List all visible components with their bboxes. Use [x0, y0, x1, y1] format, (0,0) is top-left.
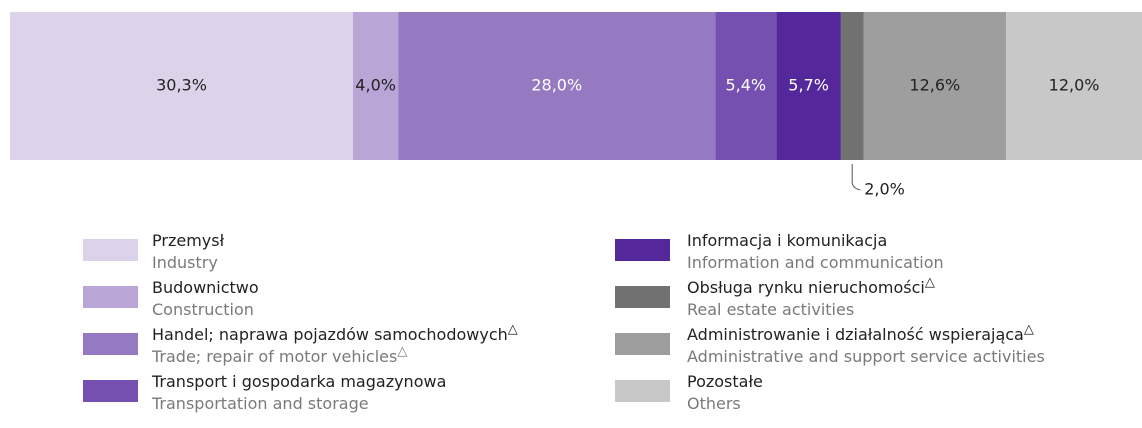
legend-name-text: Pozostałe — [687, 372, 763, 391]
legend-subname: Real estate activities — [687, 300, 854, 319]
legend-name-mark: △ — [1024, 322, 1034, 337]
legend-name: Informacja i komunikacja — [687, 231, 887, 250]
value-label: 28,0% — [531, 76, 582, 95]
value-label: 5,7% — [788, 76, 829, 95]
bar-segment — [1006, 12, 1142, 160]
legend-subname: Trade; repair of motor vehicles△ — [151, 344, 407, 366]
value-label: 5,4% — [725, 76, 766, 95]
legend-name: Handel; naprawa pojazdów samochodowych△ — [152, 322, 518, 344]
legend-name-text: Transport i gospodarka magazynowa — [151, 372, 446, 391]
value-label: 4,0% — [355, 76, 396, 95]
legend-name-text: Budownictwo — [152, 278, 259, 297]
legend-subname: Industry — [152, 253, 218, 272]
legend-swatch — [83, 239, 138, 261]
legend-name: Pozostałe — [687, 372, 763, 391]
legend-swatch — [615, 333, 670, 355]
legend-name-text: Obsługa rynku nieruchomości — [687, 278, 925, 297]
legend-swatch — [83, 286, 138, 308]
legend-swatch — [615, 380, 670, 402]
legend-swatch — [83, 380, 138, 402]
legend-subname: Administrative and support service activ… — [687, 347, 1045, 366]
legend-subname-text: Construction — [152, 300, 254, 319]
bar-segment — [776, 12, 841, 160]
legend-subname-text: Real estate activities — [687, 300, 854, 319]
legend-name-text: Informacja i komunikacja — [687, 231, 887, 250]
legend-name: Przemysł — [152, 231, 225, 250]
legend-subname-text: Information and communication — [687, 253, 944, 272]
legend-subname: Construction — [152, 300, 254, 319]
legend-subname: Information and communication — [687, 253, 944, 272]
legend-subname-text: Transportation and storage — [151, 394, 369, 413]
leader-line — [851, 164, 861, 191]
value-label: 12,6% — [909, 76, 960, 95]
legend-subname-text: Administrative and support service activ… — [687, 347, 1045, 366]
legend-name: Obsługa rynku nieruchomości△ — [687, 275, 935, 297]
bar-segment — [840, 12, 864, 160]
value-label: 2,0% — [864, 180, 905, 199]
legend-subname-mark: △ — [397, 344, 407, 359]
legend-name-mark: △ — [508, 322, 518, 337]
bar-segment — [10, 12, 353, 160]
legend-swatch — [83, 333, 138, 355]
value-label: 12,0% — [1049, 76, 1100, 95]
bar-segment — [863, 12, 1007, 160]
bar-segment — [352, 12, 399, 160]
legend-name-text: Handel; naprawa pojazdów samochodowych — [152, 325, 508, 344]
legend-subname: Others — [687, 394, 741, 413]
legend-name-text: Przemysł — [152, 231, 225, 250]
bar-segment — [715, 12, 777, 160]
legend-subname: Transportation and storage — [151, 394, 369, 413]
bar-segment — [398, 12, 716, 160]
legend-subname-text: Industry — [152, 253, 218, 272]
legend-swatch — [615, 239, 670, 261]
legend-name-mark: △ — [925, 275, 935, 290]
legend-subname-text: Trade; repair of motor vehicles — [151, 347, 397, 366]
legend-swatch — [615, 286, 670, 308]
legend-subname-text: Others — [687, 394, 741, 413]
legend-name: Administrowanie i działalność wspierając… — [687, 322, 1034, 344]
legend-name: Transport i gospodarka magazynowa — [151, 372, 446, 391]
value-label: 30,3% — [156, 76, 207, 95]
legend-name: Budownictwo — [152, 278, 259, 297]
legend-name-text: Administrowanie i działalność wspierając… — [687, 325, 1024, 344]
